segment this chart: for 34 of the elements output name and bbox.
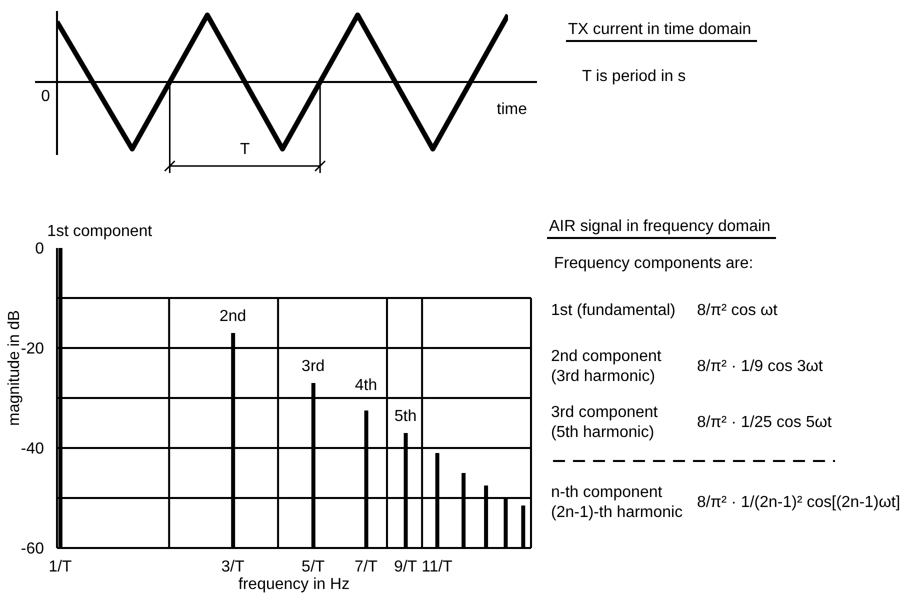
text: TX current in time domain	[568, 21, 752, 38]
y-tick-label: -20	[20, 340, 44, 358]
annotation: T	[240, 140, 250, 158]
text: 8/π² cos ωt	[697, 302, 778, 319]
text: 8/π² · 1/25 cos 5ωt	[697, 414, 832, 431]
text: 3rd component	[551, 404, 658, 421]
text: 1st (fundamental)	[551, 302, 676, 319]
text: (3rd harmonic)	[551, 368, 656, 385]
x-tick-label: 11/T	[422, 558, 453, 576]
text: 8/π² · 1/(2n-1)² cos[(2n-1)ωt]	[697, 494, 900, 511]
text: Frequency components are:	[554, 255, 754, 272]
text: T is period in s	[582, 68, 686, 85]
text: n-th component	[551, 484, 662, 501]
annotation: 3rd	[302, 358, 325, 375]
y-tick-label: 0	[35, 240, 44, 258]
text: (2n-1)-th harmonic	[551, 504, 683, 521]
x-tick-label: 3/T	[221, 558, 245, 576]
annotation: 2nd	[219, 308, 246, 325]
x-axis-title: frequency in Hz	[238, 576, 350, 593]
text: 8/π² · 1/9 cos 3ωt	[697, 358, 823, 375]
annotation: 5th	[394, 408, 417, 425]
text: AIR signal in frequency domain	[549, 218, 770, 235]
text: 2nd component	[551, 348, 662, 365]
x-tick-label: 9/T	[394, 558, 418, 576]
y-axis-title: magnitude in dB	[6, 310, 23, 426]
x-axis-title: time	[496, 100, 527, 118]
x-tick-label: 7/T	[354, 558, 378, 576]
annotation: 1st component	[47, 223, 152, 240]
x-tick-label: 1/T	[48, 558, 72, 576]
text: (5th harmonic)	[551, 424, 654, 441]
y-tick-label: -60	[20, 540, 44, 558]
x-tick-label: 5/T	[302, 558, 325, 576]
annotation: 4th	[354, 377, 378, 394]
y-tick-label: -40	[20, 440, 44, 458]
